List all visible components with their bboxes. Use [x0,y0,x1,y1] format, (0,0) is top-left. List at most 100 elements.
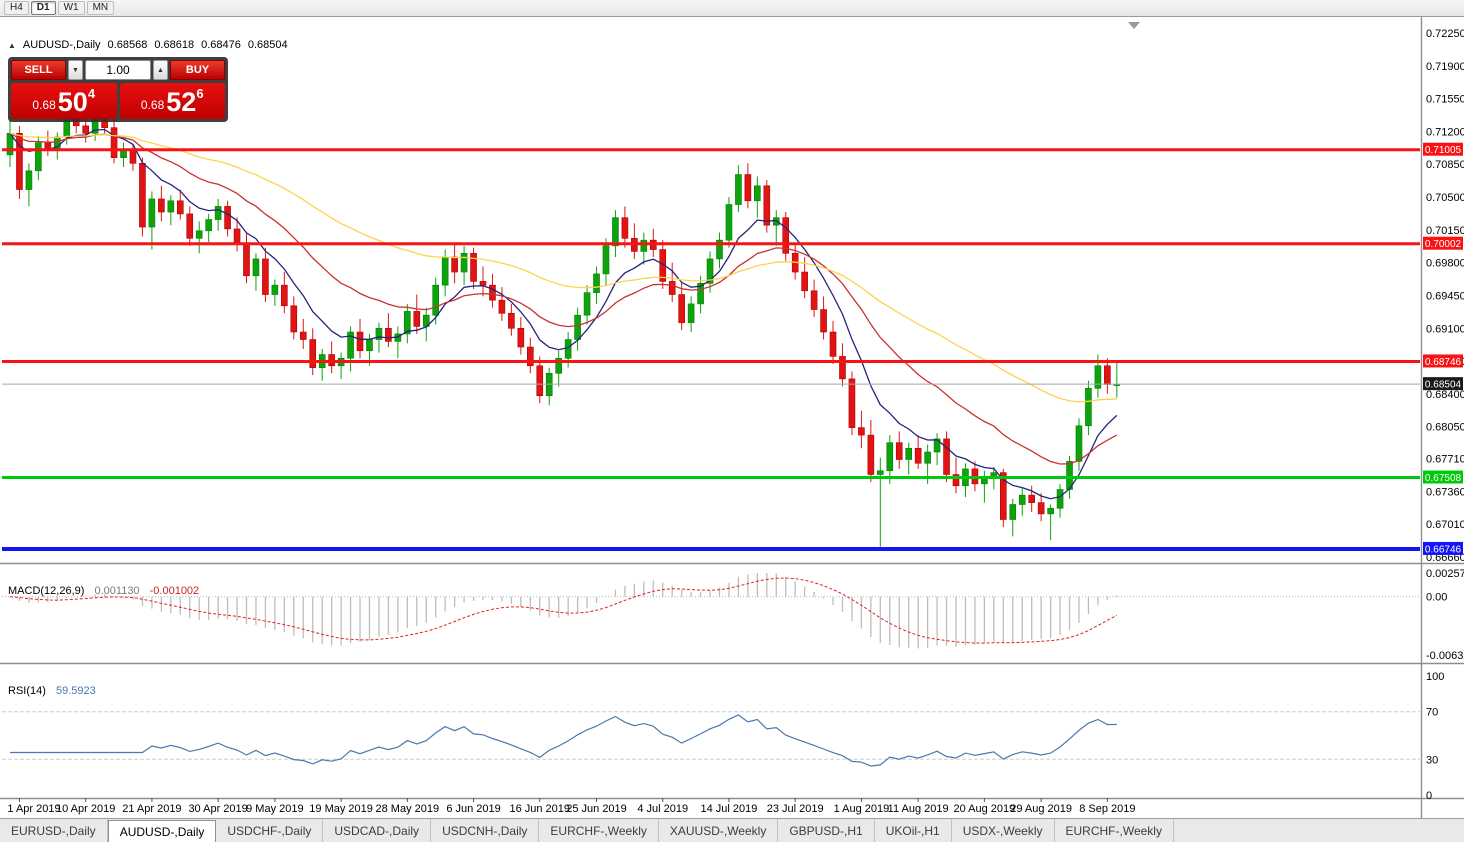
ma-line-medium [9,132,1118,465]
svg-text:0.67010: 0.67010 [1426,519,1464,531]
timeframe-button-w1[interactable]: W1 [57,1,85,15]
svg-text:30: 30 [1426,754,1438,766]
price-axis[interactable]: 0.72250 0.71900 0.71550 0.71200 0.70850 0.705… [1423,28,1464,564]
svg-text:1 Aug 2019: 1 Aug 2019 [834,803,890,815]
svg-text:1 Apr 2019: 1 Apr 2019 [7,803,60,815]
tab-gbpusd-h1[interactable]: GBPUSD-,H1 [778,819,875,842]
tab-usdcnh-daily[interactable]: USDCNH-,Daily [431,819,540,842]
buy-price-base: 0.68 [140,98,165,112]
horizontal-level-lines[interactable] [2,148,1420,551]
svg-text:16 Jun 2019: 16 Jun 2019 [509,803,570,815]
tab-xauusd-weekly[interactable]: XAUUSD-,Weekly [659,819,779,842]
sell-button[interactable]: SELL [11,60,66,80]
svg-text:0.68504: 0.68504 [1425,380,1462,391]
svg-text:0.70500: 0.70500 [1426,192,1464,204]
svg-text:8 Sep 2019: 8 Sep 2019 [1079,803,1135,815]
svg-text:0.70002: 0.70002 [1425,239,1462,250]
rsi-line [10,714,1117,767]
svg-text:14 Jul 2019: 14 Jul 2019 [701,803,758,815]
svg-text:0.70850: 0.70850 [1426,159,1464,171]
svg-text:10 Apr 2019: 10 Apr 2019 [56,803,115,815]
moving-average-lines [9,128,1118,500]
rsi-panel: 100 70 30 0 [2,671,1444,802]
svg-text:0.72250: 0.72250 [1426,28,1464,40]
macd-signal-value: -0.001002 [149,585,200,597]
ohlc-low-value: 0.68476 [201,39,241,51]
ma-line-slow [9,132,1117,403]
svg-text:0.67710: 0.67710 [1426,454,1464,466]
symbol-timeframe-label: AUDUSD-,Daily [22,39,101,51]
svg-text:19 May 2019: 19 May 2019 [309,803,373,815]
svg-text:0.71550: 0.71550 [1426,94,1464,106]
macd-name: MACD(12,26,9) [8,585,85,597]
one-click-panel-toggle-icon[interactable]: ▲ [8,40,16,50]
svg-text:70: 70 [1426,707,1438,719]
tab-usdcad-daily[interactable]: USDCAD-,Daily [323,819,432,842]
timeframe-button-h4[interactable]: H4 [4,1,29,15]
tab-eurchf-weekly[interactable]: EURCHF-,Weekly [539,819,659,842]
svg-text:4 Jul 2019: 4 Jul 2019 [637,803,688,815]
timeframe-button-d1[interactable]: D1 [30,1,56,15]
chart-area: 0.72250 0.71900 0.71550 0.71200 0.70850 0.705… [0,17,1464,818]
svg-text:0.68400: 0.68400 [1426,389,1464,401]
svg-text:21 Apr 2019: 21 Apr 2019 [122,803,181,815]
svg-text:0.66660: 0.66660 [1426,552,1464,564]
macd-panel: 0.002574 0.00 -0.006326 [2,568,1464,662]
ohlc-close-value: 0.68504 [247,39,288,51]
svg-text:6 Jun 2019: 6 Jun 2019 [446,803,500,815]
rsi-value: 59.5923 [55,685,96,697]
svg-text:23 Jul 2019: 23 Jul 2019 [767,803,824,815]
svg-text:0.71005: 0.71005 [1425,145,1462,156]
candles [6,101,1121,547]
macd-indicator-label: MACD(12,26,9) 0.001130 -0.001002 [8,585,199,597]
svg-text:0.71200: 0.71200 [1426,126,1464,138]
timeframe-button-mn[interactable]: MN [86,1,115,15]
rsi-indicator-label: RSI(14) 59.5923 [8,685,96,697]
buy-price-pip-digit: 6 [196,86,204,101]
volume-input[interactable] [85,60,151,80]
svg-text:0.69100: 0.69100 [1426,323,1464,335]
ohlc-open-value: 0.68568 [107,39,148,51]
svg-text:0.00: 0.00 [1426,592,1447,604]
svg-text:0.69800: 0.69800 [1426,258,1464,270]
chart-canvas[interactable]: 0.72250 0.71900 0.71550 0.71200 0.70850 0.705… [0,17,1464,818]
volume-increase-button[interactable]: ▲ [153,60,168,80]
sell-price-big-digits: 50 [57,87,88,117]
timeframe-toolbar: H4 D1 W1 MN [0,0,1464,17]
chart-shift-marker-icon[interactable] [1128,22,1140,29]
tab-eurchf-weekly-2[interactable]: EURCHF-,Weekly [1055,819,1174,842]
tab-eurusd-daily[interactable]: EURUSD-,Daily [0,819,108,842]
svg-text:30 Apr 2019: 30 Apr 2019 [188,803,247,815]
svg-text:9 May 2019: 9 May 2019 [246,803,303,815]
macd-signal-line [9,577,1118,644]
tab-usdx-weekly[interactable]: USDX-,Weekly [952,819,1055,842]
rsi-name: RSI(14) [8,685,46,697]
tab-audusd-daily[interactable]: AUDUSD-,Daily [107,820,217,842]
svg-text:-0.006326: -0.006326 [1426,650,1464,662]
tab-usdchf-daily[interactable]: USDCHF-,Daily [216,819,324,842]
svg-text:0.68746: 0.68746 [1425,357,1462,368]
panel-separators[interactable] [0,17,1464,818]
svg-text:0.69450: 0.69450 [1426,290,1464,302]
sell-price-pip-digit: 4 [87,86,96,101]
volume-decrease-button[interactable]: ▼ [68,60,83,80]
ma-line-fast [9,128,1118,500]
macd-main-value: 0.001130 [94,585,140,597]
svg-text:0.67360: 0.67360 [1426,486,1464,498]
buy-price-display[interactable]: 0.68 52 6 [119,83,225,119]
svg-text:0.67508: 0.67508 [1425,473,1462,484]
svg-text:29 Aug 2019: 29 Aug 2019 [1010,803,1072,815]
svg-text:0.70150: 0.70150 [1426,225,1464,237]
sell-price-display[interactable]: 0.68 50 4 [11,83,117,119]
svg-text:25 Jun 2019: 25 Jun 2019 [566,803,627,815]
buy-button[interactable]: BUY [170,60,225,80]
svg-text:11 Aug 2019: 11 Aug 2019 [888,803,949,815]
ohlc-high-value: 0.68618 [154,39,195,51]
tab-ukoil-h1[interactable]: UKOil-,H1 [875,819,952,842]
svg-text:20 Aug 2019: 20 Aug 2019 [953,803,1015,815]
svg-text:0.66746: 0.66746 [1425,544,1462,555]
svg-text:0.68050: 0.68050 [1426,422,1464,434]
svg-text:0.002574: 0.002574 [1426,568,1464,580]
